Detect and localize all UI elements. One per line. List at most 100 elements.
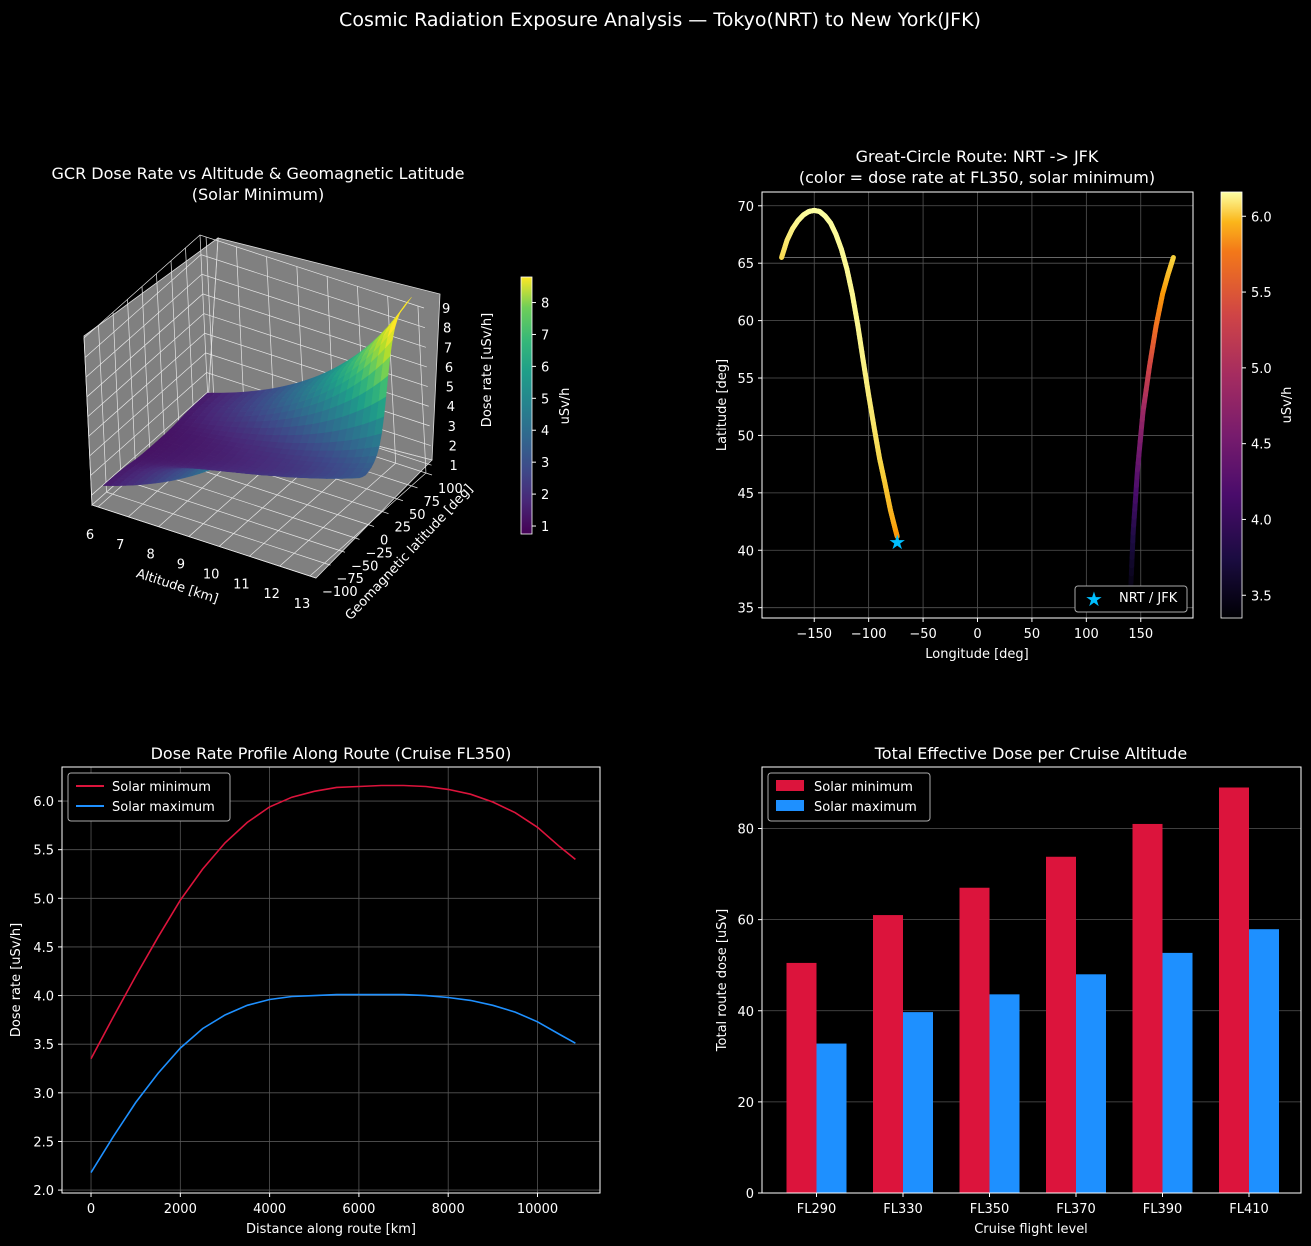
route-legend-star-icon: ★ [1085,587,1103,611]
bars-legend: Solar minimum Solar maximum [767,772,931,822]
surface-z-tick-label: 3 [448,420,456,435]
profile-legend: Solar minimum Solar maximum [67,772,231,822]
surface-colorbar-tick-label: 8 [541,297,549,312]
route-y-tick-label: 55 [737,372,754,387]
surface-y-tick-label: 25 [395,521,412,536]
route-legend-box [1074,585,1188,613]
bar-solar-min [1219,787,1249,1193]
route-x-tick-label: −50 [909,627,936,642]
surface-facet [401,297,412,311]
surface-colorbar-tick-label: 6 [541,360,549,375]
route-y-axis-label: Latitude [deg] [715,359,730,451]
profile-title: Dose Rate Profile Along Route (Cruise FL… [151,744,512,763]
surface-y-tick-label: −50 [351,559,378,574]
surface-colorbar [520,276,533,535]
surface-colorbar-tick-label: 1 [541,520,549,535]
route-colorbar-tick-label: 4.0 [1251,513,1272,528]
route-y-tick-label: 50 [737,429,754,444]
profile-x-tick-label: 2000 [164,1202,197,1217]
route-x-tick-label: 100 [1074,627,1099,642]
route-y-tick-label: 60 [737,315,754,330]
route-colorbar-ticks: 3.5 4.0 4.5 5.0 5.5 6.0 [1242,210,1272,604]
route-y-tick-label: 40 [737,544,754,559]
surface-grid-y [98,325,331,566]
route-point-east [1170,254,1176,263]
bars-legend-swatch-min [776,780,804,791]
surface-z-tick-label: 1 [450,459,458,474]
surface-z-tick-label: 4 [447,400,455,415]
profile-y-tick-label: 3.5 [33,1038,54,1053]
bar-solar-min [1046,856,1076,1193]
profile-y-tick-label: 2.0 [33,1184,54,1199]
profile-x-tick-label: 10000 [517,1202,558,1217]
surface-grid-z [85,273,426,378]
profile-y-tick-label: 3.0 [33,1087,54,1102]
surface-colorbar-label: uSv/h [558,388,573,425]
surface-x-tick-label: 13 [294,597,311,612]
profile-legend-box [67,772,231,822]
bar-solar-min [786,962,817,1193]
bars-y-tick-label: 0 [746,1187,754,1202]
surface-x-tick-label: 10 [203,567,220,582]
surface-z-tick-label: 9 [442,302,450,317]
route-y-tick-label: 65 [737,257,754,272]
bars-title: Total Effective Dose per Cruise Altitude [874,744,1188,763]
profile-legend-label-max: Solar maximum [112,800,215,815]
route-colorbar-tick-label: 4.5 [1251,438,1272,453]
surface-colorbar-ticks: 1 2 3 4 5 6 7 8 [532,297,549,535]
bar-solar-max [903,1012,933,1193]
route-x-axis-label: Longitude [deg] [925,647,1028,662]
route-colorbar-tick-label: 5.0 [1251,362,1272,377]
bars-plot-frame [761,766,1302,1194]
route-x-tick-label: 0 [973,627,981,642]
profile-legend-label-min: Solar minimum [112,780,211,795]
bars-legend-box [767,772,931,822]
bar-solar-min [1132,823,1163,1193]
bar-solar-max [989,994,1020,1193]
bars-marks [786,787,1279,1193]
profile-line-solar-min [90,784,576,1060]
surface-title-line2: (Solar Minimum) [192,185,325,204]
bars-x-tick-label: FL370 [1056,1202,1096,1217]
profile-lines [90,784,576,1174]
bars-ticks: 0 20 40 60 80 FL290 FL330 FL350 FL370 FL390 FL410 [737,823,1268,1217]
profile-x-axis-label: Distance along route [km] [246,1222,416,1237]
surface-x-tick-label: 7 [116,538,124,553]
profile-gridlines [62,767,600,1193]
surface-x-tick-label: 9 [177,558,185,573]
bars-x-tick-label: FL290 [797,1202,837,1217]
bars-y-tick-label: 40 [737,1005,754,1020]
surface-y-tick-label: 50 [409,508,426,523]
profile-x-tick-label: 0 [87,1202,95,1217]
surface-colorbar-tick-label: 2 [541,488,549,503]
profile-y-tick-label: 4.5 [33,941,54,956]
surface-colorbar-tick-label: 7 [541,328,549,343]
route-y-tick-label: 70 [737,200,754,215]
bars-x-tick-label: FL410 [1229,1202,1269,1217]
route-ticks: −150 −100 −50 0 50 100 150 35 40 45 50 55 60 65 70 [737,200,1153,642]
route-x-tick-label: 150 [1128,627,1153,642]
route-colorbar-tick-label: 5.5 [1251,286,1272,301]
profile-line-solar-max [90,993,576,1174]
surface-x-tick-label: 8 [146,548,154,563]
surface-z-axis-label: Dose rate [uSv/h] [480,313,495,427]
surface-title-line1: GCR Dose Rate vs Altitude & Geomagnetic … [52,164,465,183]
profile-y-tick-label: 2.5 [33,1135,54,1150]
bars-y-tick-label: 80 [737,823,754,838]
profile-ticks: 0 2000 4000 6000 8000 10000 2.0 2.5 3.0 3.5 4.0 4.5… [33,795,558,1217]
route-panel: Great-Circle Route: NRT -> JFK (color = … [715,147,1295,662]
profile-y-axis-label: Dose rate [uSv/h] [9,923,24,1037]
surface-y-tick-label: −100 [322,585,358,600]
surface-y-tick-label: 0 [380,534,388,549]
surface-grid-z [84,254,426,358]
route-colorbar-tick-label: 3.5 [1251,589,1272,604]
route-marks: ★ [779,207,1176,601]
route-title-line2: (color = dose rate at FL350, solar minim… [799,168,1155,187]
bars-legend-label-min: Solar minimum [814,780,913,795]
surface-y-tick-label: 75 [424,495,441,510]
route-x-tick-label: 50 [1024,627,1041,642]
surface-y-tick-label: 100 [438,482,463,497]
bars-x-tick-label: FL390 [1143,1202,1183,1217]
bars-x-tick-label: FL350 [970,1202,1010,1217]
surface-panel: GCR Dose Rate vs Altitude & Geomagnetic … [52,164,574,623]
